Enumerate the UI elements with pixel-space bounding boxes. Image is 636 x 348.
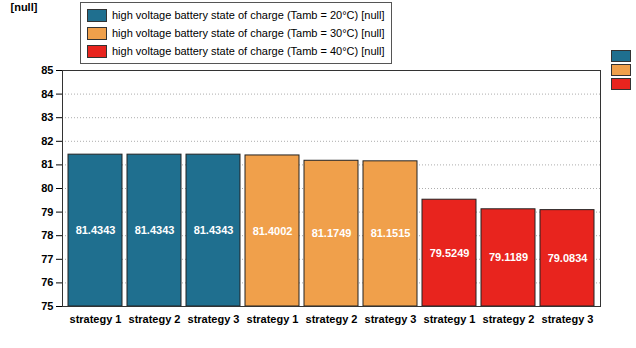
svg-text:81.4343: 81.4343 <box>194 224 234 236</box>
svg-text:81.4002: 81.4002 <box>253 224 293 236</box>
svg-text:81: 81 <box>41 158 53 170</box>
svg-text:79.0834: 79.0834 <box>548 252 589 264</box>
svg-text:strategy 3: strategy 3 <box>542 313 594 325</box>
svg-text:strategy 1: strategy 1 <box>70 313 122 325</box>
svg-text:77: 77 <box>41 253 53 265</box>
svg-text:75: 75 <box>41 300 53 312</box>
svg-text:strategy 1: strategy 1 <box>424 313 476 325</box>
svg-text:strategy 1: strategy 1 <box>247 313 299 325</box>
html-text:high voltage battery state of: high voltage battery state of charge (Ta… <box>112 9 385 21</box>
svg-text:76: 76 <box>41 276 53 288</box>
svg-text:81.4343: 81.4343 <box>135 224 175 236</box>
svg-text:81.1749: 81.1749 <box>312 227 352 239</box>
svg-text:78: 78 <box>41 229 53 241</box>
svg-text:strategy 3: strategy 3 <box>188 313 240 325</box>
svg-text:[null]: [null] <box>11 1 38 13</box>
svg-text:84: 84 <box>41 88 54 100</box>
svg-text:strategy 2: strategy 2 <box>129 313 181 325</box>
svg-text:82: 82 <box>41 135 53 147</box>
svg-text:85: 85 <box>41 64 53 76</box>
svg-text:81.1515: 81.1515 <box>371 227 411 239</box>
svg-text:83: 83 <box>41 111 53 123</box>
html-text:high voltage battery state of: high voltage battery state of charge (Ta… <box>112 45 385 57</box>
svg-text:79.5249: 79.5249 <box>430 247 470 259</box>
svg-text:strategy 3: strategy 3 <box>365 313 417 325</box>
svg-text:strategy 2: strategy 2 <box>483 313 535 325</box>
svg-text:81.4343: 81.4343 <box>76 224 116 236</box>
svg-text:79.1189: 79.1189 <box>489 251 528 263</box>
svg-text:80: 80 <box>41 182 53 194</box>
svg-text:strategy 2: strategy 2 <box>306 313 358 325</box>
html-text:high voltage battery state of: high voltage battery state of charge (Ta… <box>112 27 385 39</box>
svg-text:79: 79 <box>41 206 53 218</box>
